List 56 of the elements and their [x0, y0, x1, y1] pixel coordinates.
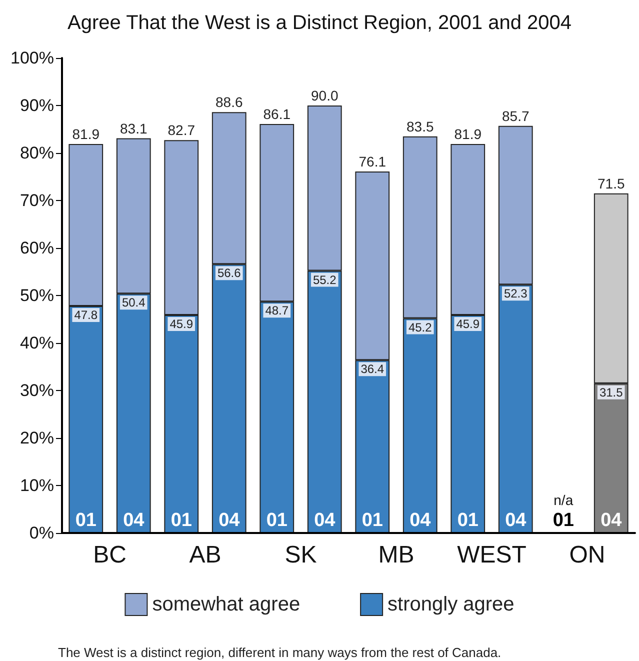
y-tick-label: 30%	[20, 381, 54, 400]
y-tick-label: 40%	[20, 334, 54, 352]
text: AB	[189, 542, 222, 568]
total-label: 83.1	[120, 120, 148, 136]
data-label: 47.8	[74, 308, 98, 322]
text: WEST	[457, 542, 527, 568]
text: BC	[93, 542, 126, 568]
x-tick-label: 04	[218, 510, 240, 531]
y-tick-label: 20%	[20, 428, 54, 448]
text: ON	[569, 542, 606, 568]
data-label: 55.2	[312, 272, 337, 287]
total-label: 71.5	[598, 175, 625, 192]
y-tick-label: 70%	[20, 191, 54, 210]
x-tick-label: 01	[457, 510, 479, 531]
data-label: 50.4	[122, 296, 146, 310]
data-label: 45.9	[456, 316, 480, 331]
data-label: 45.2	[408, 320, 432, 334]
x-tick-label: 04	[410, 510, 432, 531]
legend-label: somewhat agree	[152, 594, 300, 616]
x-tick-label: 04	[600, 510, 622, 531]
total-label: 81.9	[72, 126, 100, 142]
chart-title: Agree That the West is a Distinct Region, 2001 and 2004	[67, 12, 572, 34]
y-tick-label: 50%	[20, 286, 54, 305]
y-tick-label: 60%	[20, 238, 54, 258]
data-label: 48.7	[265, 304, 289, 318]
total-label: 81.9	[454, 126, 482, 142]
x-tick-label: 04	[123, 510, 145, 531]
total-label: 82.7	[168, 122, 196, 138]
legend-label: strongly agree	[388, 594, 514, 616]
total-label: 88.6	[216, 94, 243, 110]
text: MB	[378, 542, 414, 568]
x-tick-label: 01	[170, 510, 192, 531]
x-tick-label: 01	[75, 510, 97, 531]
data-label: 36.4	[360, 362, 384, 376]
y-tick-label: 100%	[10, 48, 54, 68]
data-label: 52.3	[504, 286, 528, 301]
total-label: 90.0	[311, 88, 338, 104]
total-label: 86.1	[263, 106, 291, 122]
data-label: 31.5	[599, 385, 624, 400]
x-tick-label: 01	[362, 510, 384, 531]
total-label: 83.5	[406, 118, 434, 134]
y-tick-label: 0%	[29, 524, 54, 542]
total-label: 85.7	[502, 108, 530, 124]
annotation: n/a	[554, 492, 574, 508]
total-label: 76.1	[358, 154, 386, 170]
x-tick-label: 01	[266, 510, 288, 531]
x-tick-label: 04	[314, 510, 336, 531]
x-tick-label: 04	[505, 510, 527, 531]
data-label: 56.6	[217, 266, 242, 280]
text: SK	[284, 542, 317, 568]
y-tick-label: 10%	[20, 476, 54, 495]
text: The West is a distinct region, different in many ways from the rest of Canada.	[58, 645, 502, 660]
data-label: 45.9	[170, 316, 194, 331]
x-tick-label: 01	[552, 510, 574, 531]
y-tick-label: 90%	[20, 96, 54, 115]
y-tick-label: 80%	[20, 144, 54, 162]
